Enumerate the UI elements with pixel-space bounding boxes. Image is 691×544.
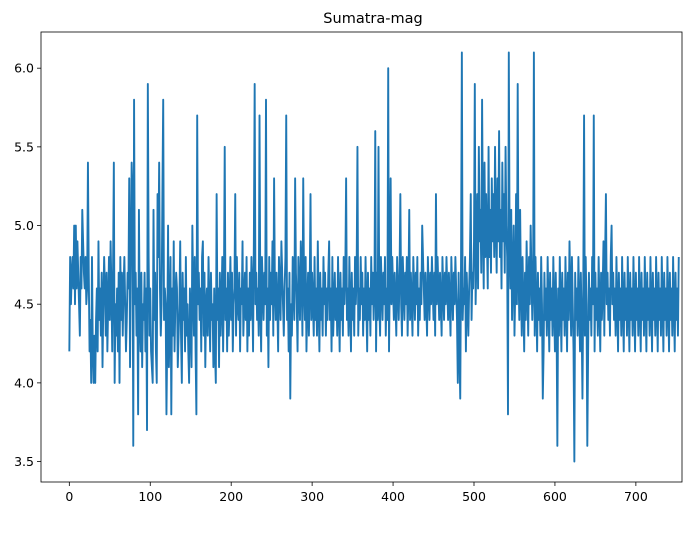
- x-tick-label: 500: [462, 489, 486, 504]
- x-axis: 0 100 200 300 400 500 600 700: [65, 482, 648, 504]
- x-tick-label: 400: [381, 489, 405, 504]
- x-tick-label: 600: [543, 489, 567, 504]
- x-tick-label: 200: [219, 489, 243, 504]
- y-tick-label: 5.0: [14, 218, 34, 233]
- y-tick-label: 4.5: [14, 297, 34, 312]
- axes-frame: [40, 31, 683, 483]
- y-tick-label: 5.5: [14, 139, 34, 154]
- y-tick-label: 3.5: [14, 454, 34, 469]
- x-tick-label: 0: [65, 489, 73, 504]
- series-line-0: [68, 51, 680, 463]
- y-tick-label: 4.0: [14, 375, 34, 390]
- x-tick-label: 300: [300, 489, 324, 504]
- chart-title: Sumatra-mag: [323, 11, 422, 27]
- y-tick-label: 6.0: [14, 61, 34, 76]
- x-tick-label: 100: [138, 489, 162, 504]
- plot-area: [68, 51, 680, 463]
- y-axis: 3.5 4.0 4.5 5.0 5.5 6.0: [14, 61, 41, 469]
- x-tick-label: 700: [624, 489, 648, 504]
